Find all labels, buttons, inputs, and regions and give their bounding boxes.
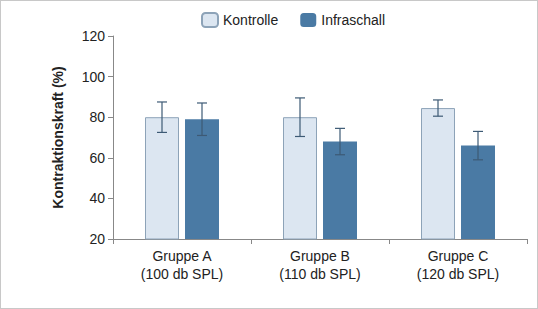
svg-text:Gruppe A: Gruppe A [152,248,212,264]
svg-text:Gruppe C: Gruppe C [428,248,489,264]
svg-text:40: 40 [89,190,105,206]
svg-text:Infraschall: Infraschall [321,12,385,28]
svg-text:Kontrolle: Kontrolle [223,12,278,28]
svg-text:(110 db SPL): (110 db SPL) [279,266,360,282]
svg-text:80: 80 [89,109,105,125]
svg-text:100: 100 [82,69,106,85]
svg-text:Gruppe B: Gruppe B [290,248,350,264]
svg-text:60: 60 [89,150,105,166]
svg-text:(100 db SPL): (100 db SPL) [141,266,224,282]
svg-text:(120 db SPL): (120 db SPL) [417,266,500,282]
svg-text:120: 120 [82,28,106,44]
svg-text:20: 20 [89,231,105,247]
svg-text:Kontraktionskraft (%): Kontraktionskraft (%) [50,66,66,208]
